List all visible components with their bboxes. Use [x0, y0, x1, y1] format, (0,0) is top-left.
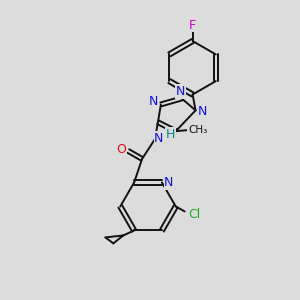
Text: N: N [176, 85, 185, 98]
Text: N: N [198, 105, 207, 118]
Text: N: N [164, 176, 173, 189]
Text: F: F [189, 19, 196, 32]
Text: O: O [116, 142, 126, 155]
Text: CH₃: CH₃ [188, 125, 207, 135]
Text: N: N [154, 132, 164, 145]
Text: N: N [148, 95, 158, 108]
Text: Cl: Cl [188, 208, 201, 221]
Text: H: H [166, 128, 176, 141]
